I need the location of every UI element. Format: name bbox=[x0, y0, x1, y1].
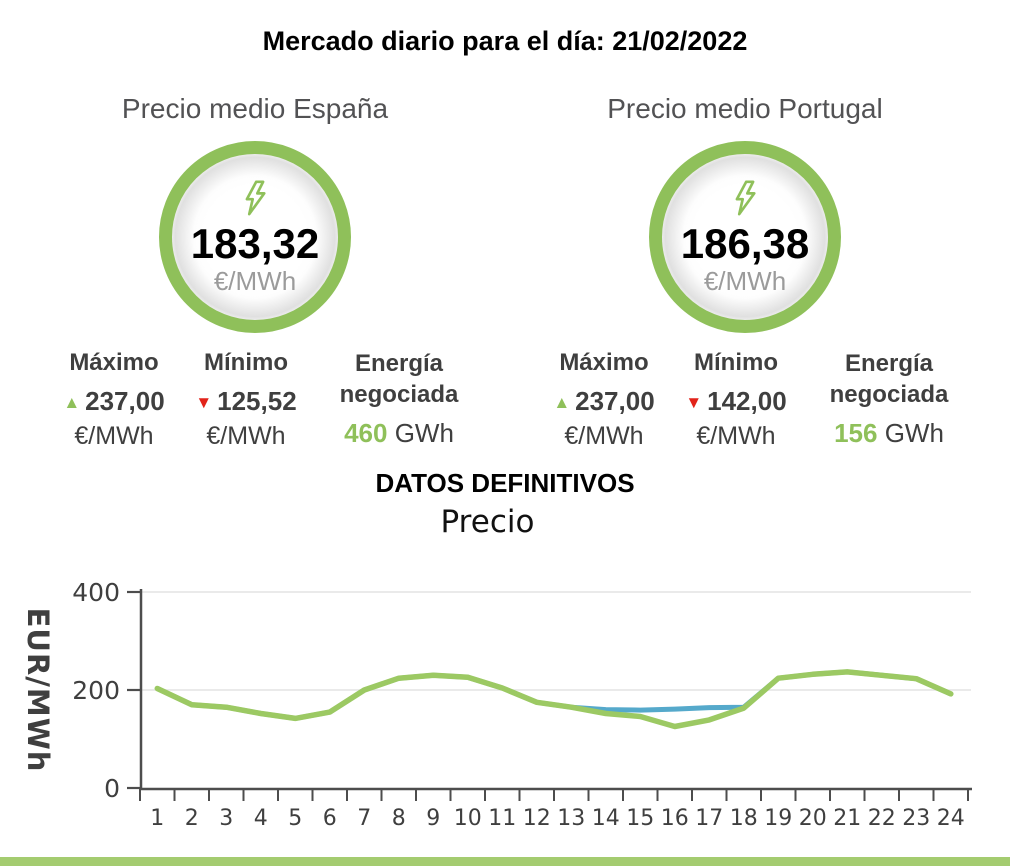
footer-accent-bar bbox=[0, 857, 1010, 866]
stat-min-label: Mínimo bbox=[204, 349, 288, 376]
energy-label-line1: Energía bbox=[844, 350, 934, 377]
up-triangle-icon: ▲ bbox=[63, 393, 81, 412]
x-tick-label: 17 bbox=[695, 806, 723, 831]
up-triangle-icon: ▲ bbox=[553, 393, 571, 412]
lightning-bolt-icon bbox=[735, 180, 756, 216]
stat-min-portugal: Mínimo ▼ 142,00 €/MWh bbox=[661, 348, 811, 451]
gauge-unit-spain: €/MWh bbox=[213, 266, 297, 296]
gauge-value-spain: 183,32 bbox=[190, 220, 320, 267]
energy-label-line2: negociada bbox=[829, 381, 949, 408]
status-note: DATOS DEFINITIVOS bbox=[375, 468, 635, 498]
stat-min-value: 142,00 bbox=[707, 386, 787, 416]
x-tick-label: 16 bbox=[661, 806, 689, 831]
x-tick-label: 10 bbox=[454, 806, 482, 831]
stat-max-label: Máximo bbox=[559, 349, 649, 376]
energy-label-line2: negociada bbox=[339, 381, 459, 408]
stat-max-spain: Máximo ▲ 237,00 €/MWh bbox=[39, 348, 189, 451]
gauge-portugal: 186,38 €/MWh bbox=[649, 141, 841, 333]
x-tick-label: 21 bbox=[833, 806, 861, 831]
x-tick-label: 7 bbox=[357, 806, 371, 831]
x-tick-label: 2 bbox=[185, 806, 199, 831]
gauge-unit-portugal: €/MWh bbox=[703, 266, 787, 296]
stat-min-value: 125,52 bbox=[217, 386, 297, 416]
energy-label-line1: Energía bbox=[354, 350, 444, 377]
stat-max-portugal: Máximo ▲ 237,00 €/MWh bbox=[529, 348, 679, 451]
y-tick-label: 200 bbox=[72, 676, 120, 705]
x-tick-label: 24 bbox=[937, 806, 965, 831]
stat-energy-spain: Energía negociada 460 GWh bbox=[309, 348, 489, 449]
energy-unit: GWh bbox=[394, 418, 454, 448]
x-tick-label: 8 bbox=[392, 806, 406, 831]
x-tick-label: 22 bbox=[868, 806, 896, 831]
series-line-Portugal bbox=[154, 669, 954, 721]
energy-value: 156 bbox=[834, 418, 878, 448]
stat-min-unit: €/MWh bbox=[206, 422, 286, 450]
stat-max-value: 237,00 bbox=[85, 386, 165, 416]
chart-title: Precio bbox=[440, 504, 535, 540]
stat-min-label: Mínimo bbox=[694, 349, 778, 376]
x-tick-label: 14 bbox=[592, 806, 620, 831]
stat-max-unit: €/MWh bbox=[564, 422, 644, 450]
x-tick-label: 11 bbox=[488, 806, 516, 831]
x-tick-label: 3 bbox=[219, 806, 233, 831]
stat-max-value: 237,00 bbox=[575, 386, 655, 416]
energy-value: 460 bbox=[344, 418, 388, 448]
stat-energy-portugal: Energía negociada 156 GWh bbox=[799, 348, 979, 449]
x-tick-label: 1 bbox=[150, 806, 164, 831]
gauge-header-portugal: Precio medio Portugal bbox=[607, 93, 883, 124]
page-title: Mercado diario para el día: 21/02/2022 bbox=[262, 26, 748, 56]
x-tick-label: 6 bbox=[323, 806, 337, 831]
energy-unit: GWh bbox=[884, 418, 944, 448]
x-tick-label: 12 bbox=[523, 806, 551, 831]
lightning-bolt-icon bbox=[245, 180, 266, 216]
y-axis-title: EUR/MWh bbox=[21, 608, 55, 773]
stat-min-spain: Mínimo ▼ 125,52 €/MWh bbox=[171, 348, 321, 451]
x-tick-label: 19 bbox=[764, 806, 792, 831]
x-tick-label: 5 bbox=[288, 806, 302, 831]
x-tick-label: 13 bbox=[557, 806, 585, 831]
y-tick-label: 0 bbox=[104, 774, 120, 803]
stat-max-label: Máximo bbox=[69, 349, 159, 376]
x-tick-label: 23 bbox=[902, 806, 930, 831]
x-tick-label: 20 bbox=[799, 806, 827, 831]
stat-min-unit: €/MWh bbox=[696, 422, 776, 450]
x-tick-label: 4 bbox=[254, 806, 268, 831]
gauge-value-portugal: 186,38 bbox=[680, 220, 810, 267]
y-tick-label: 400 bbox=[72, 578, 120, 607]
down-triangle-icon: ▼ bbox=[195, 393, 213, 412]
x-tick-label: 9 bbox=[426, 806, 440, 831]
x-tick-label: 15 bbox=[626, 806, 654, 831]
down-triangle-icon: ▼ bbox=[685, 393, 703, 412]
x-tick-label: 18 bbox=[730, 806, 758, 831]
gauge-spain: 183,32 €/MWh bbox=[159, 141, 351, 333]
gauge-header-spain: Precio medio España bbox=[121, 93, 389, 124]
stat-max-unit: €/MWh bbox=[74, 422, 154, 450]
series-line-España bbox=[154, 669, 954, 730]
